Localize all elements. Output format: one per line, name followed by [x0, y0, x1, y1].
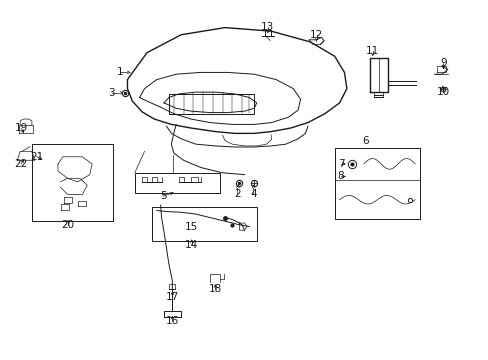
Text: 2: 2: [233, 189, 240, 199]
Bar: [334, 148, 419, 220]
Text: 4: 4: [249, 189, 256, 199]
Text: 22: 22: [15, 159, 28, 169]
Bar: [168, 94, 254, 114]
Text: 10: 10: [436, 87, 449, 97]
Text: 11: 11: [366, 46, 379, 56]
Text: 15: 15: [185, 222, 198, 231]
Bar: [32, 144, 113, 221]
Text: 6: 6: [362, 136, 368, 145]
Bar: [135, 173, 220, 193]
Text: 9: 9: [439, 58, 446, 68]
Text: 17: 17: [165, 292, 179, 302]
Text: 21: 21: [30, 152, 43, 162]
Text: 7: 7: [337, 159, 344, 169]
Text: 18: 18: [208, 284, 222, 294]
Text: 20: 20: [61, 220, 74, 230]
Text: 13: 13: [261, 22, 274, 32]
Text: 5: 5: [160, 191, 166, 201]
Text: 19: 19: [15, 123, 28, 133]
Text: 14: 14: [185, 239, 198, 249]
Text: 8: 8: [337, 171, 344, 181]
Bar: [152, 207, 256, 241]
Text: 16: 16: [165, 316, 179, 326]
Text: 12: 12: [309, 30, 323, 40]
Text: 1: 1: [117, 67, 123, 77]
Text: 3: 3: [108, 88, 115, 98]
